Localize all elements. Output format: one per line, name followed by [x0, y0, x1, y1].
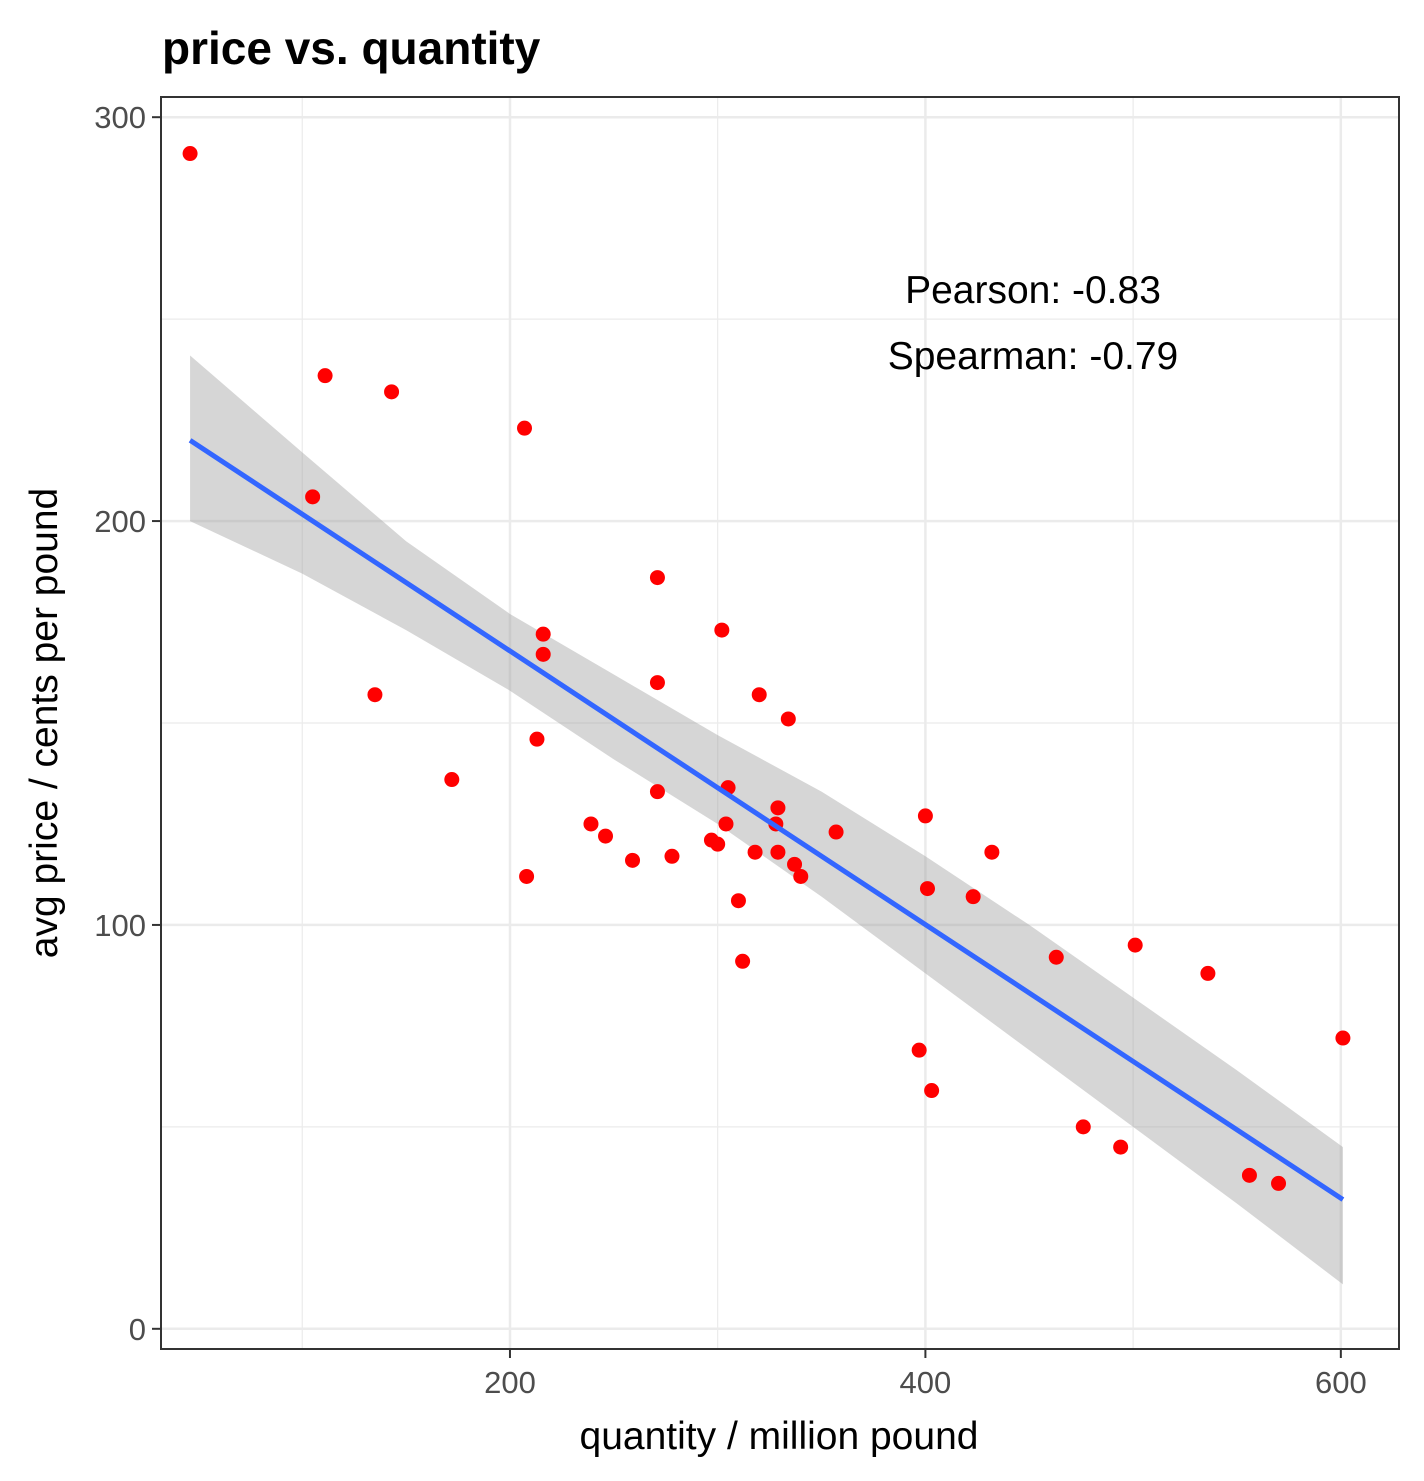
data-point — [751, 687, 767, 703]
x-tick-label: 200 — [484, 1365, 536, 1400]
data-point — [730, 893, 746, 909]
data-point — [793, 868, 809, 884]
y-tick-label: 100 — [94, 908, 146, 943]
data-point — [529, 731, 545, 747]
grid-lines — [161, 97, 1399, 1349]
data-point — [1241, 1167, 1257, 1183]
data-point — [1048, 949, 1064, 965]
data-point — [1271, 1175, 1287, 1191]
y-axis-ticks: 0 100 200 300 — [94, 100, 161, 1347]
data-point — [535, 646, 551, 662]
data-point — [924, 1083, 940, 1099]
regression-line — [188, 438, 1345, 1202]
data-point — [710, 836, 726, 852]
data-point — [718, 816, 734, 832]
data-point — [1200, 965, 1216, 981]
data-point — [519, 868, 535, 884]
pearson-annotation: Pearson: -0.83 — [905, 269, 1161, 312]
data-point — [780, 711, 796, 727]
data-point — [182, 146, 198, 162]
y-axis-title: avg price / cents per pound — [23, 488, 66, 958]
data-point — [984, 844, 1000, 860]
data-point — [649, 784, 665, 800]
data-point — [305, 489, 321, 505]
data-point — [535, 626, 551, 642]
data-point — [1127, 937, 1143, 953]
data-point — [911, 1042, 927, 1058]
data-point — [919, 881, 935, 897]
data-point — [1335, 1030, 1351, 1046]
data-point — [770, 844, 786, 860]
plot-panel-border — [160, 96, 1400, 1350]
data-point — [649, 570, 665, 586]
x-tick-label: 600 — [1315, 1365, 1367, 1400]
data-point — [1113, 1139, 1129, 1155]
data-point — [787, 856, 803, 872]
chart-title: price vs. quantity — [162, 22, 541, 74]
y-tick-label: 200 — [94, 504, 146, 539]
data-point — [444, 772, 460, 788]
data-point — [649, 675, 665, 691]
data-point — [664, 848, 680, 864]
data-point — [770, 800, 786, 816]
data-point — [1075, 1119, 1091, 1135]
data-point — [625, 852, 641, 868]
spearman-annotation: Spearman: -0.79 — [888, 335, 1179, 378]
y-tick-label: 300 — [94, 100, 146, 135]
data-point — [367, 687, 383, 703]
data-point — [747, 844, 763, 860]
regression-line-path — [188, 438, 1345, 1202]
data-point — [917, 808, 933, 824]
data-point — [384, 384, 400, 400]
data-point — [583, 816, 599, 832]
data-point — [714, 622, 730, 638]
x-tick-label: 400 — [900, 1365, 952, 1400]
y-tick-label: 0 — [129, 1312, 146, 1347]
data-point — [517, 420, 533, 436]
data-point — [317, 368, 333, 384]
x-axis-ticks: 200 400 600 — [484, 1349, 1367, 1400]
data-point — [598, 828, 614, 844]
data-point — [828, 824, 844, 840]
data-point — [965, 889, 981, 905]
data-point — [735, 953, 751, 969]
x-axis-title: quantity / million pound — [580, 1415, 979, 1458]
